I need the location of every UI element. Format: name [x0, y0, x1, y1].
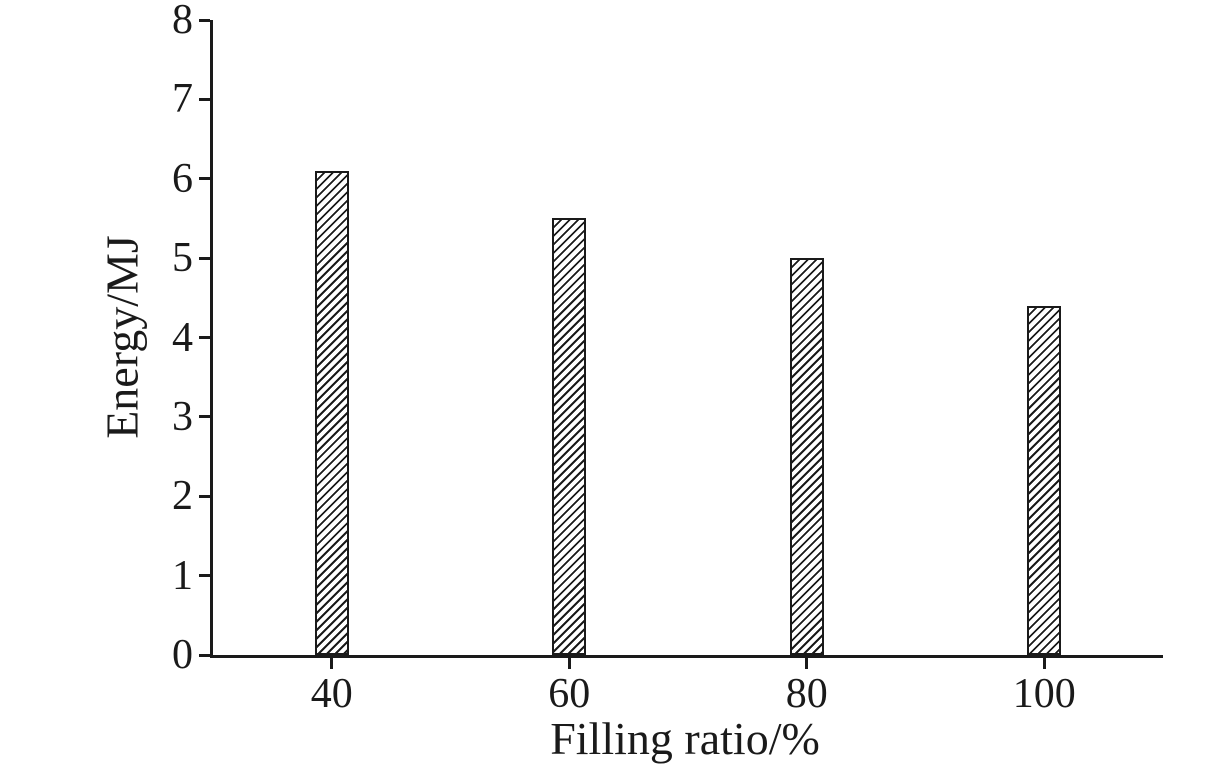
x-tick-label-60: 60	[548, 671, 591, 717]
y-tick-mark-8	[199, 18, 210, 22]
y-tick-label-4: 4	[172, 314, 193, 361]
plot-area: 0 1 2 3 4 5 6 7 8 40 60 80 100	[172, 0, 1163, 717]
x-tick-mark-80	[805, 658, 809, 669]
y-tick-mark-3	[199, 415, 210, 419]
x-axis-label: Filling ratio/%	[550, 713, 820, 764]
x-tick-label-100: 100	[1012, 671, 1076, 717]
y-tick-label-2: 2	[172, 473, 193, 520]
x-tick-label-40: 40	[310, 671, 353, 717]
y-tick-mark-7	[199, 97, 210, 101]
y-tick-mark-2	[199, 494, 210, 498]
y-tick-label-8: 8	[172, 0, 193, 43]
x-tick-mark-60	[567, 658, 571, 669]
bar-60	[552, 218, 587, 655]
y-tick-label-5: 5	[172, 235, 193, 282]
x-tick-label-80: 80	[785, 671, 828, 717]
y-tick-label-7: 7	[172, 76, 193, 123]
y-tick-label-1: 1	[172, 552, 193, 599]
y-tick-mark-5	[199, 256, 210, 260]
x-tick-mark-100	[1042, 658, 1046, 669]
y-tick-mark-6	[199, 177, 210, 181]
y-tick-mark-0	[199, 653, 210, 657]
x-tick-mark-40	[330, 658, 334, 669]
y-tick-label-6: 6	[172, 155, 193, 202]
y-axis-label: Energy/MJ	[96, 235, 148, 439]
bar-100	[1027, 305, 1062, 655]
y-tick-label-0: 0	[172, 632, 193, 678]
bar-40	[314, 170, 349, 655]
bar-80	[789, 258, 824, 655]
y-tick-mark-1	[199, 574, 210, 578]
y-tick-mark-4	[199, 336, 210, 339]
y-tick-label-3: 3	[172, 393, 193, 440]
